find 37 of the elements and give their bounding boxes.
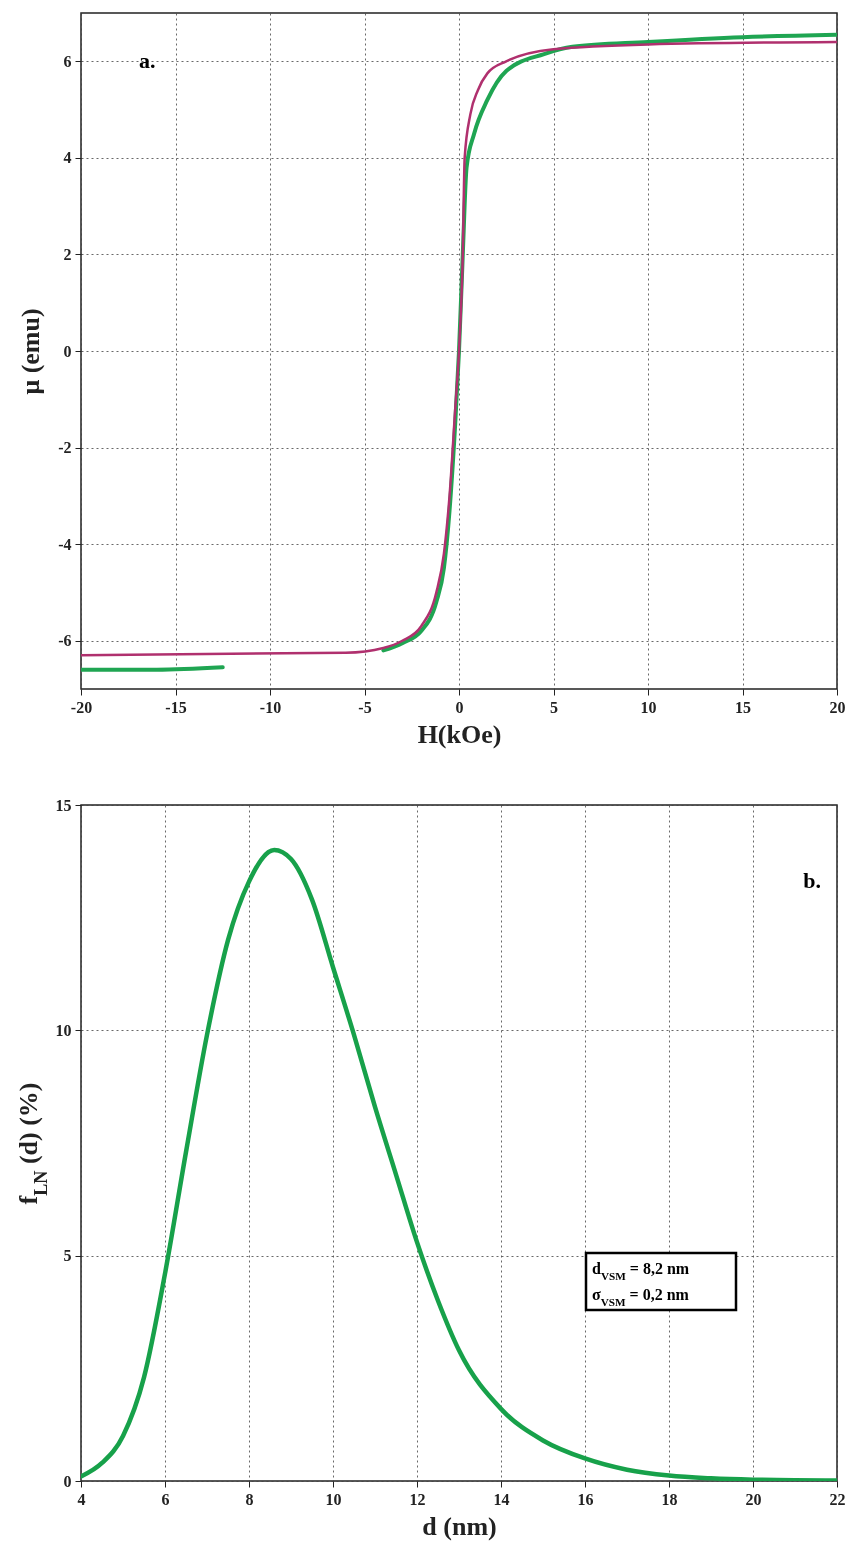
x-tick-label: 15 [735,698,751,716]
y-tick-label: -6 [58,632,72,650]
y-tick-label: -4 [58,535,72,553]
y-tick-label: 15 [55,796,72,814]
y-tick-label: 10 [55,1021,72,1039]
x-tick-label: -10 [259,698,282,716]
y-tick-label: -2 [58,439,72,457]
x-tick-label: 10 [640,698,657,716]
x-tick-label: 20 [745,1490,762,1508]
y-tick-label: 5 [63,1247,72,1265]
x-tick-label: 5 [550,698,558,716]
annotation: a. [139,48,156,73]
x-tick-label: 12 [409,1490,426,1508]
x-tick-label: 0 [455,698,464,716]
y-axis-title: μ (emu) [16,308,46,395]
x-tick-label: 4 [77,1490,86,1508]
annotation: σ$_{VSM}$ = 0,2 nm [592,1286,690,1308]
x-tick-label: 16 [577,1490,594,1508]
x-tick-label: 22 [829,1490,846,1508]
x-tick-label: 18 [661,1490,678,1508]
y-tick-label: 6 [63,52,72,70]
x-tick-label: 14 [493,1490,510,1508]
x-tick-label: 10 [325,1490,342,1508]
y-tick-label: 2 [63,245,72,263]
x-tick-label: -5 [358,698,372,716]
x-tick-label: 8 [245,1490,254,1508]
y-tick-label: 0 [63,342,72,360]
x-tick-label: -20 [70,698,93,716]
x-tick-label: -15 [165,698,187,716]
y-tick-label: 4 [63,149,72,167]
x-tick-label: 20 [829,698,846,716]
x-axis-title: H(kOe) [417,719,502,749]
x-tick-label: 6 [161,1490,170,1508]
annotation: b. [803,868,821,893]
x-axis-title: d (nm) [422,1511,497,1541]
annotation: d$_{VSM}$ = 8,2 nm [592,1260,690,1282]
y-tick-label: 0 [63,1472,72,1490]
